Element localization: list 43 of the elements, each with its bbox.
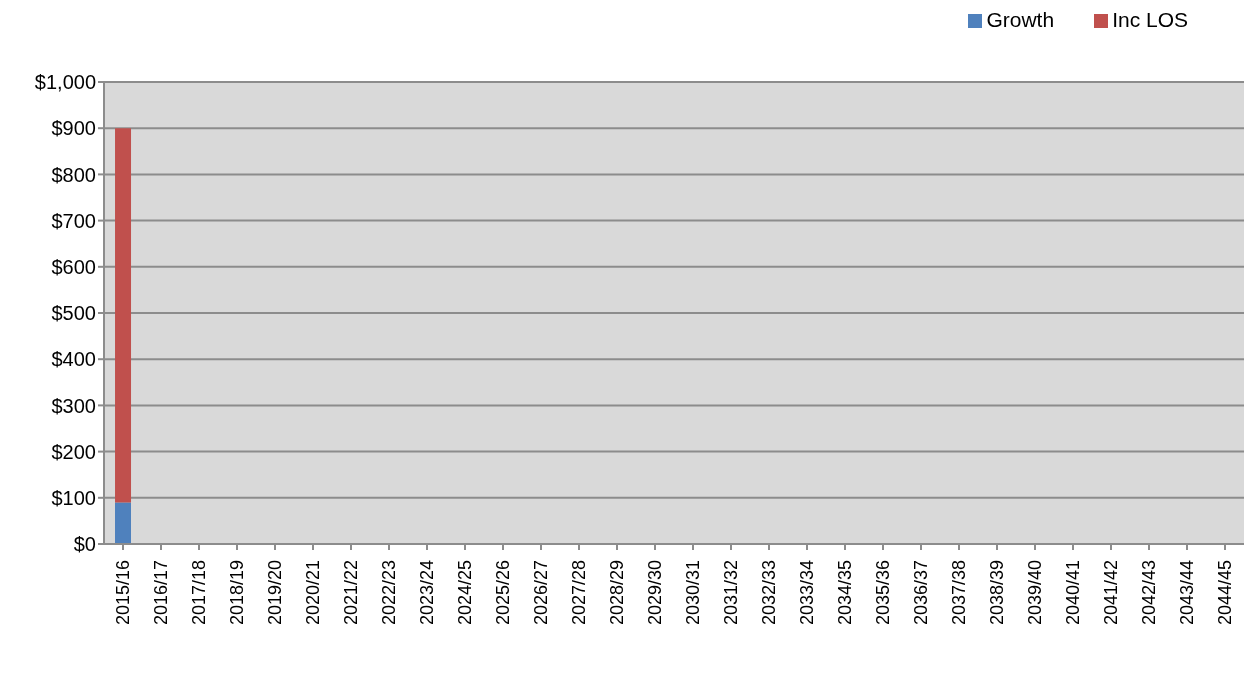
y-tick-label: $600 bbox=[51, 255, 96, 278]
x-tick-label: 2017/18 bbox=[189, 560, 209, 626]
x-tick-label: 2015/16 bbox=[113, 560, 133, 626]
x-tick-label: 2028/29 bbox=[607, 560, 627, 626]
y-tick-label: $900 bbox=[51, 117, 96, 140]
x-tick-label: 2018/19 bbox=[227, 560, 247, 626]
y-tick-label: $1,000 bbox=[34, 71, 96, 94]
legend-label: Inc LOS bbox=[1112, 8, 1188, 31]
x-tick-label: 2042/43 bbox=[1139, 560, 1159, 626]
x-tick-label: 2039/40 bbox=[1025, 560, 1045, 626]
x-tick-label: 2026/27 bbox=[531, 560, 551, 626]
y-tick-label: $400 bbox=[51, 348, 96, 371]
x-tick-label: 2025/26 bbox=[493, 560, 513, 626]
x-tick-label: 2040/41 bbox=[1063, 560, 1083, 626]
x-tick-label: 2023/24 bbox=[417, 560, 437, 626]
x-tick-label: 2031/32 bbox=[721, 560, 741, 626]
y-tick-label: $100 bbox=[51, 486, 96, 509]
x-tick-label: 2032/33 bbox=[759, 560, 779, 626]
x-tick-label: 2034/35 bbox=[835, 560, 855, 626]
x-tick-label: 2037/38 bbox=[949, 560, 969, 626]
x-tick-label: 2035/36 bbox=[873, 560, 893, 626]
x-tick-label: 2044/45 bbox=[1215, 560, 1235, 626]
x-tick-label: 2043/44 bbox=[1177, 560, 1197, 626]
legend-label: Growth bbox=[986, 8, 1055, 31]
y-tick-label: $200 bbox=[51, 440, 96, 463]
x-tick-label: 2041/42 bbox=[1101, 560, 1121, 626]
y-tick-label: $0 bbox=[73, 533, 96, 556]
x-tick-label: 2021/22 bbox=[341, 560, 361, 626]
x-tick-label: 2022/23 bbox=[379, 560, 399, 626]
x-tick-label: 2019/20 bbox=[265, 560, 285, 626]
y-tick-label: $500 bbox=[51, 302, 96, 325]
x-tick-label: 2033/34 bbox=[797, 560, 817, 626]
y-tick-label: $800 bbox=[51, 163, 96, 186]
x-tick-label: 2027/28 bbox=[569, 560, 589, 626]
y-tick-label: $700 bbox=[51, 209, 96, 232]
x-tick-label: 2020/21 bbox=[303, 560, 323, 626]
x-tick-label: 2029/30 bbox=[645, 560, 665, 626]
y-tick-label: $300 bbox=[51, 394, 96, 417]
x-tick-label: 2038/39 bbox=[987, 560, 1007, 626]
x-tick-label: 2030/31 bbox=[683, 560, 703, 626]
x-tick-label: 2016/17 bbox=[151, 560, 171, 626]
x-tick-label: 2036/37 bbox=[911, 560, 931, 626]
x-tick-label: 2024/25 bbox=[455, 560, 475, 626]
